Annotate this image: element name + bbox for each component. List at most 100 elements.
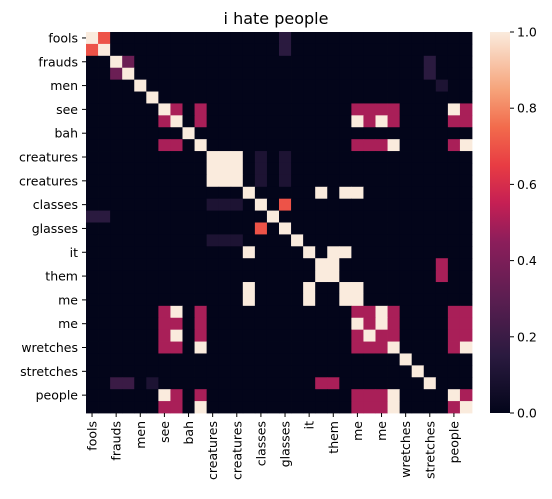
heatmap-cell xyxy=(423,329,437,342)
heatmap-cell xyxy=(315,103,328,116)
heatmap-cell xyxy=(435,127,449,140)
heatmap-cell xyxy=(182,151,195,164)
heatmap-cell xyxy=(242,127,256,140)
heatmap-cell xyxy=(375,234,388,247)
heatmap-cell xyxy=(254,127,268,140)
heatmap-cell xyxy=(279,174,292,188)
heatmap-cell xyxy=(339,389,352,402)
heatmap-cell xyxy=(351,377,364,390)
heatmap-cell xyxy=(279,293,292,307)
heatmap-cell xyxy=(411,329,425,342)
heatmap-cell xyxy=(146,67,159,81)
heatmap-cell xyxy=(230,305,244,319)
heatmap-cell xyxy=(339,186,352,200)
heatmap-cell xyxy=(134,317,147,331)
heatmap-cell xyxy=(254,258,268,271)
heatmap-cell xyxy=(363,103,376,116)
heatmap-cell xyxy=(98,115,111,128)
heatmap-cell xyxy=(230,115,244,128)
heatmap-cell xyxy=(411,198,425,211)
heatmap-cell xyxy=(170,162,183,176)
heatmap-cell xyxy=(194,234,208,247)
heatmap-cell xyxy=(206,282,220,295)
heatmap-cell xyxy=(182,67,195,81)
heatmap-cell xyxy=(134,282,147,295)
heatmap-cell xyxy=(459,55,473,69)
heatmap-cell xyxy=(375,55,388,69)
heatmap-cell xyxy=(194,222,208,235)
heatmap-cell xyxy=(327,234,340,247)
heatmap-cell xyxy=(158,32,171,45)
heatmap-cell xyxy=(254,186,268,200)
heatmap-cell xyxy=(291,139,304,152)
heatmap-cell xyxy=(327,305,340,319)
heatmap-cell xyxy=(387,151,401,164)
heatmap-cell xyxy=(86,258,99,271)
heatmap-cell xyxy=(291,162,304,176)
heatmap-cell xyxy=(110,198,123,211)
heatmap-cell xyxy=(399,210,413,223)
heatmap-cell xyxy=(146,115,159,128)
heatmap-cell xyxy=(279,115,292,128)
heatmap-cell xyxy=(182,198,195,211)
heatmap-cell xyxy=(230,43,244,57)
heatmap-cell xyxy=(122,305,135,319)
heatmap-cell xyxy=(399,55,413,69)
heatmap-cell xyxy=(435,198,449,211)
heatmap-cell xyxy=(339,246,352,259)
heatmap-cell xyxy=(194,198,208,211)
heatmap-cell xyxy=(447,258,461,271)
heatmap-cell xyxy=(110,79,123,92)
heatmap-cell xyxy=(387,341,401,354)
heatmap-cell xyxy=(122,270,135,283)
heatmap-cell xyxy=(387,91,401,104)
heatmap-cell xyxy=(447,293,461,307)
heatmap-cell xyxy=(158,329,171,342)
heatmap-cell xyxy=(327,341,340,354)
heatmap-cell xyxy=(194,174,208,188)
heatmap-cell xyxy=(230,103,244,116)
heatmap-cell xyxy=(242,282,256,295)
heatmap-cell xyxy=(303,258,316,271)
heatmap-cell xyxy=(279,139,292,152)
heatmap-cell xyxy=(363,341,376,354)
heatmap-cell xyxy=(146,377,159,390)
heatmap-cell xyxy=(122,401,135,414)
heatmap-cell xyxy=(170,91,183,104)
heatmap-cell xyxy=(363,79,376,92)
heatmap-cell xyxy=(423,79,437,92)
heatmap-cell xyxy=(86,270,99,283)
heatmap-cell xyxy=(98,103,111,116)
heatmap-cell xyxy=(423,91,437,104)
heatmap-cell xyxy=(194,305,208,319)
heatmap-cell xyxy=(447,377,461,390)
heatmap-cell xyxy=(363,139,376,152)
heatmap-cell xyxy=(363,246,376,259)
heatmap-cell xyxy=(110,115,123,128)
heatmap-cell xyxy=(303,305,316,319)
heatmap-cell xyxy=(134,67,147,81)
heatmap-cell xyxy=(170,234,183,247)
heatmap-cell xyxy=(122,222,135,235)
heatmap-cell xyxy=(134,151,147,164)
heatmap-cell xyxy=(158,222,171,235)
heatmap-cell xyxy=(254,79,268,92)
heatmap-cell xyxy=(363,377,376,390)
heatmap-cell xyxy=(122,234,135,247)
heatmap-cell xyxy=(230,389,244,402)
y-tick-label: frauds xyxy=(38,54,78,69)
heatmap-cell xyxy=(351,198,364,211)
heatmap-cell xyxy=(279,210,292,223)
heatmap-cell xyxy=(303,174,316,188)
heatmap-cell xyxy=(86,365,99,378)
heatmap-cell xyxy=(182,103,195,116)
heatmap-cell xyxy=(363,401,376,414)
heatmap-cell xyxy=(194,79,208,92)
heatmap-cell xyxy=(206,162,220,176)
heatmap-cell xyxy=(158,174,171,188)
heatmap-cell xyxy=(110,246,123,259)
heatmap-cell xyxy=(399,317,413,331)
heatmap-cell xyxy=(242,222,256,235)
heatmap-cell xyxy=(363,43,376,57)
heatmap-cell xyxy=(242,305,256,319)
